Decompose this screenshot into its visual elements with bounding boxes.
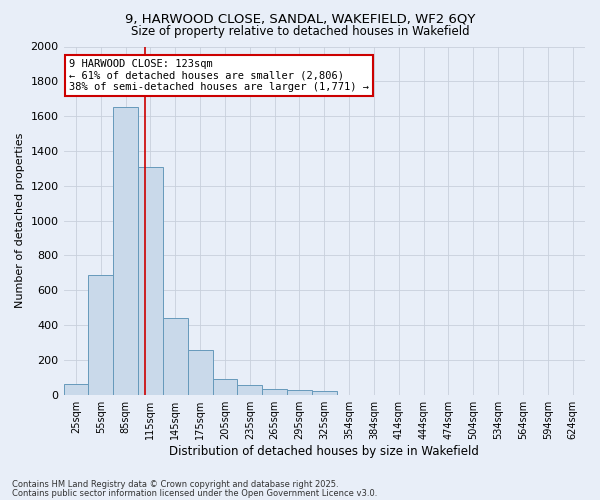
Bar <box>88 274 113 394</box>
Bar <box>163 318 188 394</box>
Text: 9 HARWOOD CLOSE: 123sqm
← 61% of detached houses are smaller (2,806)
38% of semi: 9 HARWOOD CLOSE: 123sqm ← 61% of detache… <box>69 58 369 92</box>
Bar <box>287 390 312 394</box>
Bar <box>262 388 287 394</box>
Bar <box>212 379 238 394</box>
Text: Contains public sector information licensed under the Open Government Licence v3: Contains public sector information licen… <box>12 488 377 498</box>
Bar <box>138 166 163 394</box>
Bar <box>238 385 262 394</box>
X-axis label: Distribution of detached houses by size in Wakefield: Distribution of detached houses by size … <box>169 444 479 458</box>
Text: Size of property relative to detached houses in Wakefield: Size of property relative to detached ho… <box>131 25 469 38</box>
Bar <box>188 350 212 395</box>
Bar <box>64 384 88 394</box>
Y-axis label: Number of detached properties: Number of detached properties <box>15 133 25 308</box>
Bar <box>312 391 337 394</box>
Bar <box>113 108 138 395</box>
Text: Contains HM Land Registry data © Crown copyright and database right 2025.: Contains HM Land Registry data © Crown c… <box>12 480 338 489</box>
Text: 9, HARWOOD CLOSE, SANDAL, WAKEFIELD, WF2 6QY: 9, HARWOOD CLOSE, SANDAL, WAKEFIELD, WF2… <box>125 12 475 26</box>
